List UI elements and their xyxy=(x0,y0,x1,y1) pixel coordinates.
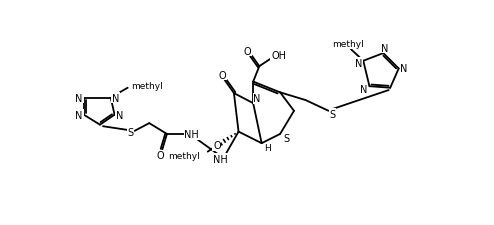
Text: methyl: methyl xyxy=(332,40,364,49)
Text: O: O xyxy=(156,151,164,161)
Text: N: N xyxy=(76,110,83,120)
Text: S: S xyxy=(283,133,289,143)
Text: methyl: methyl xyxy=(168,151,200,160)
Text: O: O xyxy=(244,47,251,56)
Text: NH: NH xyxy=(184,129,199,139)
Text: N: N xyxy=(116,110,123,120)
Text: N: N xyxy=(112,93,119,103)
Text: N: N xyxy=(355,59,363,69)
Text: NH: NH xyxy=(213,154,227,164)
Text: N: N xyxy=(401,64,408,74)
Text: N: N xyxy=(253,94,261,104)
Text: H: H xyxy=(264,144,271,153)
Text: N: N xyxy=(76,93,83,103)
Text: O: O xyxy=(218,70,226,80)
Text: N: N xyxy=(381,43,389,54)
Text: N: N xyxy=(360,85,368,95)
Text: methyl: methyl xyxy=(131,81,163,90)
Text: O: O xyxy=(213,141,221,151)
Text: OH: OH xyxy=(271,50,286,60)
Text: S: S xyxy=(127,128,134,138)
Text: S: S xyxy=(329,109,335,119)
